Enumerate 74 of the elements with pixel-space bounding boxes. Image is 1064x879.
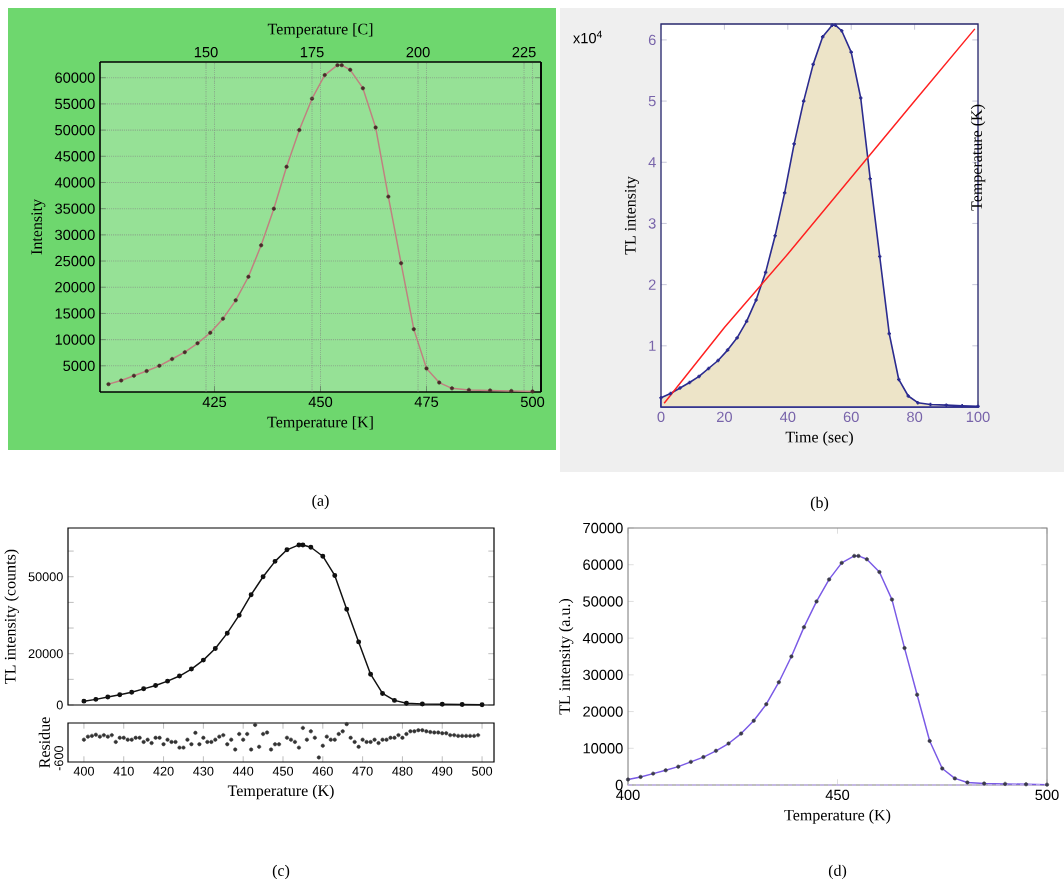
x-tick-label: 470 bbox=[352, 766, 373, 776]
x-tick-label: 450 bbox=[272, 766, 294, 776]
x-tick-label: 440 bbox=[232, 766, 254, 776]
y-tick-label: 60000 bbox=[583, 559, 623, 570]
x-tick-label: 480 bbox=[392, 766, 413, 776]
y-tick-label: 45000 bbox=[54, 151, 95, 162]
y-tick-label: 50000 bbox=[28, 572, 63, 582]
x-tick-label: 500 bbox=[472, 766, 493, 776]
y2-axis-title: Temperature (K) bbox=[970, 104, 986, 211]
y-tick-label: 25000 bbox=[55, 255, 95, 267]
y-tick-label: 55000 bbox=[55, 98, 95, 110]
x-tick-label: 430 bbox=[193, 766, 214, 776]
x-tick-label: 100 bbox=[966, 411, 990, 423]
x2-tick-label: 200 bbox=[406, 46, 430, 58]
y-tick-label: 1 bbox=[649, 340, 656, 351]
x-axis-title: Time (sec) bbox=[785, 431, 853, 446]
y-tick-label: 40000 bbox=[582, 632, 623, 644]
x-axis-title: Temperature (K) bbox=[784, 809, 891, 824]
y-tick-label: 5 bbox=[648, 95, 656, 107]
x-tick-label: 475 bbox=[414, 396, 439, 407]
x-tick-label: 80 bbox=[907, 411, 923, 423]
y-axis-title: Residue bbox=[38, 717, 50, 768]
x-tick-label: 400 bbox=[73, 766, 94, 776]
y-tick-label: 30000 bbox=[55, 229, 95, 241]
y-tick-label: 20000 bbox=[55, 282, 95, 293]
x-axis-title: Temperature (K) bbox=[227, 784, 334, 800]
x-tick-label: 460 bbox=[312, 766, 333, 776]
y-tick-label: 2 bbox=[648, 279, 656, 290]
y-tick-label: 50000 bbox=[583, 596, 623, 607]
x-tick-label: 450 bbox=[825, 789, 850, 801]
text: -600 bbox=[54, 746, 64, 771]
y-tick-label: 30000 bbox=[583, 669, 623, 681]
x-tick-label: 20 bbox=[716, 411, 732, 423]
y-tick-label: 10000 bbox=[583, 743, 623, 754]
x-tick-label: 450 bbox=[308, 396, 333, 408]
y-axis-title: Intensity bbox=[31, 199, 46, 255]
y-tick-label: 35000 bbox=[55, 203, 95, 214]
y-tick-label: 50000 bbox=[55, 124, 95, 136]
x-tick-label: 420 bbox=[153, 766, 174, 776]
x-tick-label: 490 bbox=[431, 766, 453, 776]
y-axis-title: TL intensity (counts) bbox=[4, 549, 19, 684]
x-tick-label: 400 bbox=[616, 789, 640, 801]
x2-axis-title: Temperature [C] bbox=[267, 23, 373, 38]
x-tick-label: 425 bbox=[202, 396, 227, 408]
y-tick-label: 20000 bbox=[28, 649, 63, 659]
y-tick-label: 70000 bbox=[583, 522, 623, 534]
x-axis-title: Temperature [K] bbox=[267, 416, 373, 431]
x-tick-label: 60 bbox=[843, 411, 859, 423]
x-tick-label: 40 bbox=[779, 411, 796, 423]
x2-tick-label: 175 bbox=[300, 47, 324, 58]
y-tick-label: 6 bbox=[648, 34, 656, 46]
y-tick-label: 40000 bbox=[54, 177, 95, 188]
y-tick-label: 0 bbox=[615, 779, 623, 791]
y-tick-label: 60000 bbox=[55, 72, 95, 83]
x-tick-label: 410 bbox=[113, 766, 134, 776]
text: (b) bbox=[810, 496, 829, 512]
text: x10$^{4}$ bbox=[573, 30, 602, 44]
text: (a) bbox=[312, 494, 329, 510]
y-axis-title: TL intensity bbox=[624, 176, 639, 255]
y-tick-label: 5000 bbox=[63, 360, 95, 371]
text: (d) bbox=[828, 864, 847, 879]
x-tick-label: 500 bbox=[1035, 789, 1059, 801]
y-tick-label: 0 bbox=[56, 700, 63, 710]
y-tick-label: 20000 bbox=[583, 706, 623, 717]
y-tick-label: 4 bbox=[648, 157, 656, 168]
x2-tick-label: 225 bbox=[512, 46, 536, 58]
y-tick-label: 15000 bbox=[55, 308, 95, 319]
y-axis-title: TL intensity (a.u.) bbox=[558, 599, 574, 715]
y-tick-label: 10000 bbox=[55, 334, 95, 345]
x2-tick-label: 150 bbox=[194, 46, 218, 58]
text: (c) bbox=[272, 864, 290, 879]
x-tick-label: 0 bbox=[657, 411, 665, 423]
y-tick-label: 3 bbox=[648, 218, 656, 229]
x-tick-label: 500 bbox=[520, 396, 545, 408]
